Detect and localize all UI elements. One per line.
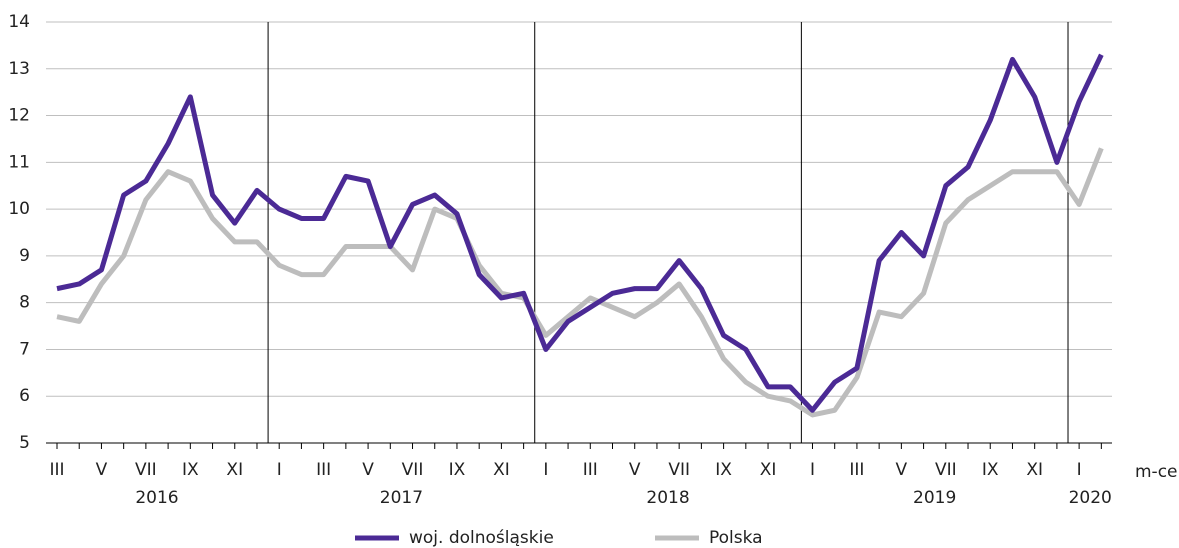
- x-tick-label: IX: [449, 460, 466, 480]
- x-tick-label: III: [316, 460, 331, 480]
- x-tick-label: I: [543, 460, 548, 480]
- x-tick-label: VII: [668, 460, 690, 480]
- x-tick-label: XI: [226, 460, 243, 480]
- x-tick-label: III: [583, 460, 598, 480]
- y-tick-label: 6: [19, 386, 30, 406]
- y-tick-label: 8: [19, 293, 30, 313]
- year-label: 2019: [913, 488, 956, 508]
- x-tick-label: IX: [182, 460, 199, 480]
- year-label: 2020: [1069, 488, 1112, 508]
- x-tick-label: XI: [493, 460, 510, 480]
- x-tick-label: III: [849, 460, 864, 480]
- x-tick-label: IX: [982, 460, 999, 480]
- x-tick-label: VII: [935, 460, 957, 480]
- x-tick-label: I: [810, 460, 815, 480]
- x-tick-label: V: [896, 460, 908, 480]
- series-line: [56, 147, 1104, 418]
- x-tick-label: I: [277, 460, 282, 480]
- y-tick-label: 9: [19, 246, 30, 266]
- x-tick-label: XI: [760, 460, 777, 480]
- y-tick-label: 11: [8, 152, 30, 172]
- x-tick-label: XI: [1026, 460, 1043, 480]
- y-tick-label: 7: [19, 339, 30, 359]
- x-tick-label: III: [49, 460, 64, 480]
- x-tick-label: IX: [715, 460, 732, 480]
- series-line: [56, 53, 1104, 413]
- legend-label: woj. dolnośląskie: [409, 528, 554, 548]
- y-tick-label: 13: [8, 59, 30, 79]
- year-label: 2017: [380, 488, 423, 508]
- y-tick-label: 10: [8, 199, 30, 219]
- x-tick-label: VII: [402, 460, 424, 480]
- x-tick-label: V: [362, 460, 374, 480]
- y-tick-label: 14: [8, 12, 30, 32]
- x-axis-label: m-ce: [1135, 462, 1178, 482]
- x-tick-label: V: [96, 460, 108, 480]
- year-label: 2016: [135, 488, 178, 508]
- legend-label: Polska: [709, 528, 763, 548]
- x-tick-label: VII: [135, 460, 157, 480]
- x-tick-label: I: [1077, 460, 1082, 480]
- year-label: 2018: [646, 488, 689, 508]
- x-tick-label: V: [629, 460, 641, 480]
- y-tick-label: 5: [19, 433, 30, 453]
- y-tick-label: 12: [8, 106, 30, 126]
